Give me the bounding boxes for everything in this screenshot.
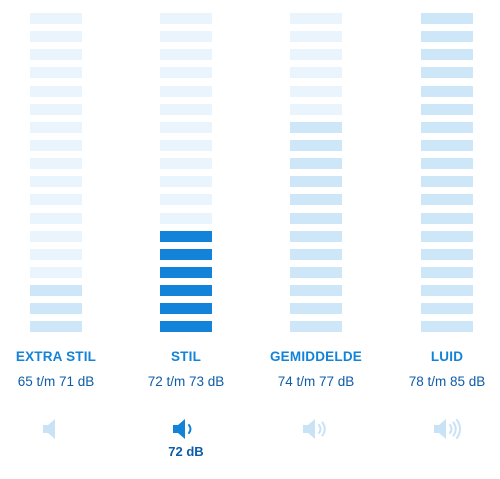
level-bar: [421, 194, 473, 206]
level-bar: [160, 31, 212, 43]
level-bar: [421, 85, 473, 97]
level-bar: [421, 285, 473, 297]
level-range: 72 t/m 73 dB: [147, 374, 225, 389]
level-bar: [290, 139, 342, 151]
level-bar: [421, 158, 473, 170]
level-bar: [290, 85, 342, 97]
level-bar: [290, 194, 342, 206]
level-range: 78 t/m 85 dB: [408, 374, 486, 389]
level-bar: [160, 303, 212, 315]
level-bar: [421, 321, 473, 333]
level-bar: [160, 49, 212, 61]
level-bar: [421, 303, 473, 315]
level-label: EXTRA STIL: [15, 349, 97, 364]
level-bar: [290, 321, 342, 333]
level-bar: [290, 266, 342, 278]
level-bar: [160, 212, 212, 224]
level-bar: [160, 121, 212, 133]
level-bar: [421, 67, 473, 79]
level-bar: [160, 67, 212, 79]
level-bar: [290, 31, 342, 43]
level-bar: [290, 158, 342, 170]
level-bar: [160, 194, 212, 206]
level-bar: [30, 13, 82, 24]
level-bar: [290, 285, 342, 297]
level-bar: [30, 212, 82, 224]
level-bar: [30, 121, 82, 133]
level-bar: [290, 49, 342, 61]
level-bar: [160, 13, 212, 24]
level-bar: [421, 176, 473, 188]
level-bar: [290, 13, 342, 24]
level-bar: [30, 31, 82, 43]
level-bar: [421, 121, 473, 133]
level-bar: [160, 248, 212, 260]
level-bar: [160, 321, 212, 333]
level-bar: [421, 103, 473, 115]
level-bar: [160, 158, 212, 170]
level-bar: [290, 248, 342, 260]
level-bar: [290, 121, 342, 133]
level-bar: [290, 230, 342, 242]
current-level-value: 72 dB: [168, 444, 204, 459]
level-bar: [160, 103, 212, 115]
speaker-two-waves-icon: [303, 419, 326, 439]
level-bar: [30, 67, 82, 79]
level-bar: [30, 139, 82, 151]
level-bar: [290, 67, 342, 79]
level-bar: [421, 266, 473, 278]
level-bar: [421, 31, 473, 43]
level-bar: [160, 176, 212, 188]
speaker-three-waves-icon: [434, 419, 461, 439]
level-bar: [160, 266, 212, 278]
level-bar: [30, 303, 82, 315]
speaker-one-wave-icon: [173, 419, 192, 439]
level-bar: [30, 176, 82, 188]
level-bar: [290, 176, 342, 188]
level-range: 74 t/m 77 dB: [277, 374, 355, 389]
level-bar: [160, 230, 212, 242]
level-bar: [290, 212, 342, 224]
level-bar: [421, 49, 473, 61]
level-label: STIL: [170, 349, 202, 364]
level-bars: [160, 13, 212, 340]
level-bar: [160, 139, 212, 151]
level-bar: [30, 230, 82, 242]
level-bar: [30, 49, 82, 61]
level-bars: [421, 13, 473, 340]
level-bar: [30, 103, 82, 115]
level-bar: [30, 321, 82, 333]
level-bar: [421, 212, 473, 224]
level-range: 65 t/m 71 dB: [17, 374, 95, 389]
level-bar: [30, 285, 82, 297]
level-label: LUID: [430, 349, 464, 364]
level-bar: [421, 13, 473, 24]
level-bar: [421, 230, 473, 242]
level-bar: [421, 248, 473, 260]
level-bar: [30, 194, 82, 206]
level-label: GEMIDDELDE: [269, 349, 362, 364]
speaker-muted-icon: [43, 419, 55, 439]
level-bar: [30, 158, 82, 170]
level-bars: [290, 13, 342, 340]
level-bars: [30, 13, 82, 340]
level-bar: [30, 248, 82, 260]
level-bar: [30, 266, 82, 278]
level-bar: [160, 285, 212, 297]
level-bar: [30, 85, 82, 97]
level-bar: [160, 85, 212, 97]
level-bar: [290, 303, 342, 315]
level-bar: [421, 139, 473, 151]
level-bar: [290, 103, 342, 115]
